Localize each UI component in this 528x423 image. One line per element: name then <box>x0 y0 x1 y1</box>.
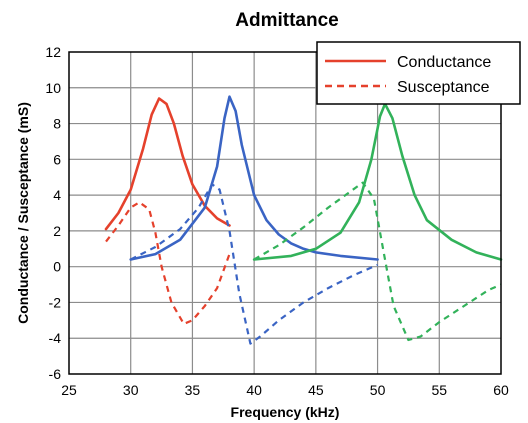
y-tick-label: 2 <box>53 223 61 239</box>
x-tick-label: 45 <box>308 382 324 398</box>
legend: Conductance Susceptance <box>316 41 521 105</box>
x-tick-label: 35 <box>185 382 201 398</box>
series-conductance-line-1 <box>104 97 231 231</box>
series-susceptance-line-2 <box>105 201 231 325</box>
y-tick-label: -4 <box>49 330 62 346</box>
legend-label-susceptance: Susceptance <box>397 79 490 96</box>
plot-frame <box>68 51 502 375</box>
x-axis-label: Frequency (kHz) <box>231 404 340 420</box>
x-tick-label: 25 <box>61 382 77 398</box>
y-tick-label: 6 <box>53 151 61 167</box>
y-tick-label: 8 <box>53 116 61 132</box>
y-axis-label: Conductance / Susceptance (mS) <box>15 102 31 324</box>
y-tick-label: 12 <box>45 44 61 60</box>
y-tick-label: 4 <box>53 187 61 203</box>
y-tick-labels: -6 -4 -2 0 2 4 6 8 10 12 <box>45 44 61 382</box>
chart-title: Admittance <box>235 10 338 31</box>
legend-label-conductance: Conductance <box>397 54 491 71</box>
y-tick-label: 0 <box>53 259 61 275</box>
series-susceptance-line-4 <box>130 183 379 345</box>
x-tick-label: 50 <box>370 382 386 398</box>
data-series <box>104 95 503 345</box>
x-tick-label: 55 <box>431 382 447 398</box>
x-tick-label: 60 <box>493 382 509 398</box>
series-susceptance-line-6 <box>253 181 502 342</box>
x-tick-label: 30 <box>123 382 139 398</box>
legend-box <box>316 41 521 105</box>
x-tick-labels: 25 30 35 40 45 50 55 60 <box>61 382 509 398</box>
y-tick-label: 10 <box>45 80 61 96</box>
y-tick-label: -2 <box>49 294 62 310</box>
x-tick-label: 40 <box>246 382 262 398</box>
y-tick-label: -6 <box>49 366 62 382</box>
